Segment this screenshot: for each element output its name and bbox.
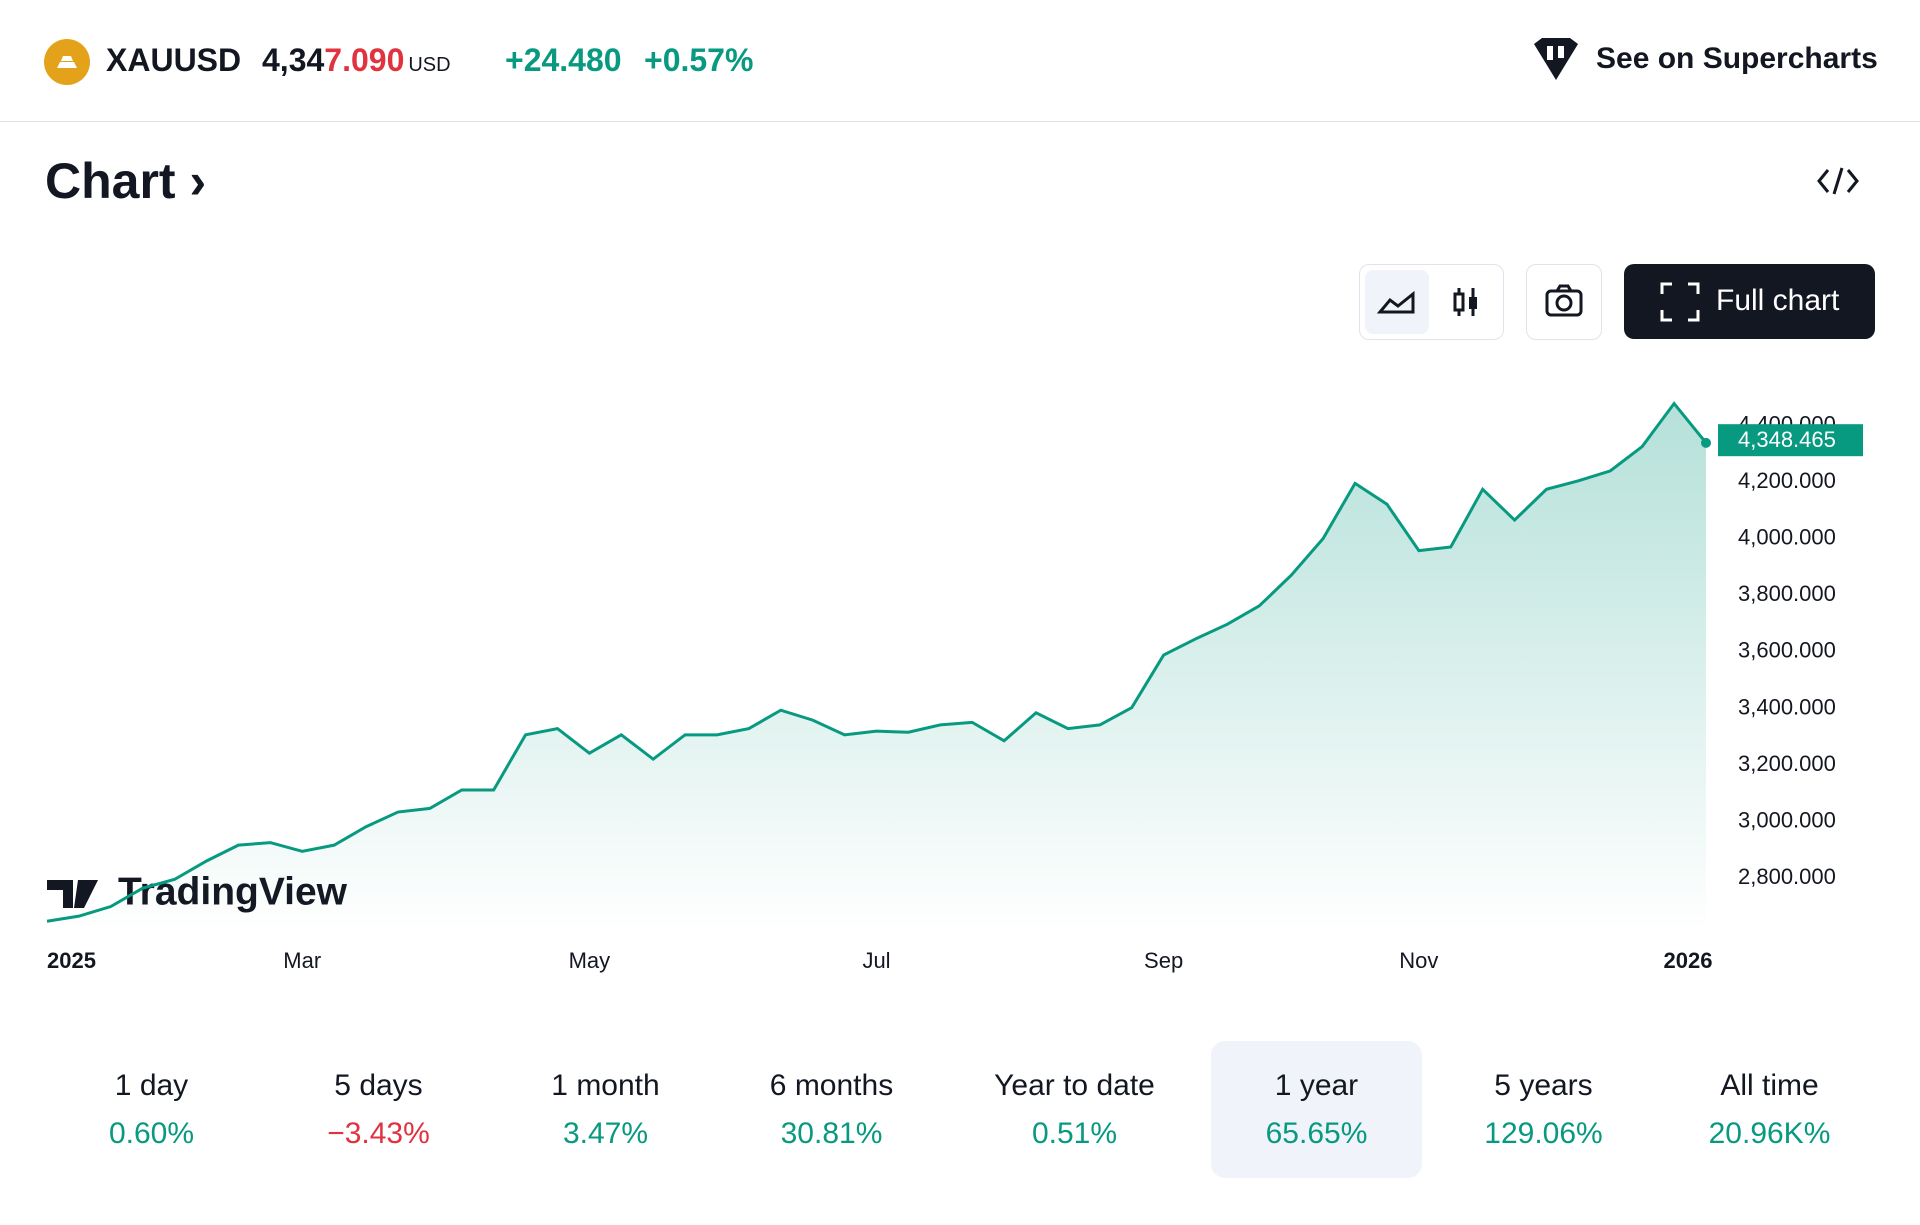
period-change: 0.51% (1031, 1117, 1118, 1150)
period-tab[interactable]: 1 day 0.60% (46, 1041, 257, 1178)
price-changed: 7.090 (324, 42, 405, 78)
y-tick-label: 3,400.000 (1738, 694, 1836, 719)
snapshot-button[interactable] (1526, 264, 1602, 340)
price: 4,347.090 USD (262, 42, 451, 79)
last-point (1701, 437, 1711, 448)
period-change: 3.47% (562, 1117, 649, 1150)
period-change: 0.60% (108, 1117, 195, 1150)
supercharts-link[interactable]: See on Supercharts (1596, 42, 1878, 75)
period-tab[interactable]: Year to date 0.51% (969, 1041, 1180, 1178)
last-price-label: 4,348.465 (1738, 427, 1836, 452)
change: +24.480 (505, 42, 622, 78)
x-tick-label: May (569, 948, 611, 973)
period-tab[interactable]: 5 years 129.06% (1438, 1041, 1649, 1178)
price-line (46, 401, 1708, 923)
period-label[interactable]: 1 day (114, 1069, 189, 1102)
x-tick-label: Nov (1399, 948, 1438, 973)
fullscreen-icon (1660, 282, 1700, 322)
full-chart-button[interactable]: Full chart (1624, 264, 1875, 339)
area-style-button[interactable] (1365, 270, 1429, 334)
gold-icon (44, 39, 90, 85)
period-change: 20.96K% (1708, 1117, 1831, 1150)
period-change: 129.06% (1484, 1117, 1603, 1150)
period-label[interactable]: 1 year (1274, 1069, 1359, 1102)
x-tick-label: 2026 (1664, 948, 1713, 973)
period-label[interactable]: 6 months (769, 1069, 894, 1102)
period-tab[interactable]: 1 year 65.65% (1211, 1041, 1422, 1178)
supercharts-icon[interactable] (1530, 36, 1582, 84)
header: XAUUSD 4,347.090 USD +24.480 +0.57% See o… (0, 0, 1920, 122)
period-change: 65.65% (1265, 1117, 1368, 1150)
y-tick-label: 4,000.000 (1738, 525, 1836, 550)
symbol: XAUUSD (106, 42, 242, 78)
y-tick-label: 4,200.000 (1738, 468, 1836, 493)
y-tick-label: 3,800.000 (1738, 581, 1836, 606)
period-tab[interactable]: 5 days −3.43% (273, 1041, 484, 1178)
embed-icon[interactable] (1816, 164, 1860, 198)
watermark-logo (47, 880, 98, 908)
period-tab[interactable]: 6 months 30.81% (726, 1041, 937, 1178)
change-percent: +0.57% (644, 42, 754, 78)
period-label[interactable]: 5 days (334, 1069, 423, 1102)
chart-style-group (1359, 264, 1504, 340)
x-tick-label: Sep (1144, 948, 1183, 973)
period-label[interactable]: 5 years (1494, 1069, 1593, 1102)
x-tick-label: Jul (862, 948, 890, 973)
candle-style-button[interactable] (1434, 270, 1498, 334)
full-chart-label[interactable]: Full chart (1716, 284, 1840, 317)
chart: TradingView2,800.0003,000.0003,200.0003,… (46, 401, 1863, 973)
period-change: 30.81% (780, 1117, 883, 1150)
period-label[interactable]: All time (1720, 1069, 1819, 1102)
y-tick-label: 3,000.000 (1738, 807, 1836, 832)
price-stable: 4,34 (262, 42, 325, 78)
section-title[interactable]: Chart › (45, 153, 207, 209)
x-tick-label: Mar (283, 948, 321, 973)
period-change: −3.43% (327, 1117, 430, 1150)
period-label[interactable]: Year to date (994, 1069, 1155, 1102)
period-tab[interactable]: 1 month 3.47% (500, 1041, 711, 1178)
y-tick-label: 2,800.000 (1738, 864, 1836, 889)
last-price-tag (1718, 424, 1863, 457)
x-tick-label: 2025 (47, 948, 96, 973)
y-tick-label: 3,600.000 (1738, 638, 1836, 663)
area (47, 403, 1706, 932)
currency: USD (408, 54, 451, 76)
y-tick-label: 3,200.000 (1738, 751, 1836, 776)
period-tab[interactable]: All time 20.96K% (1664, 1041, 1875, 1178)
section-title-text[interactable]: Chart (45, 153, 176, 209)
period-label[interactable]: 1 month (551, 1069, 660, 1102)
